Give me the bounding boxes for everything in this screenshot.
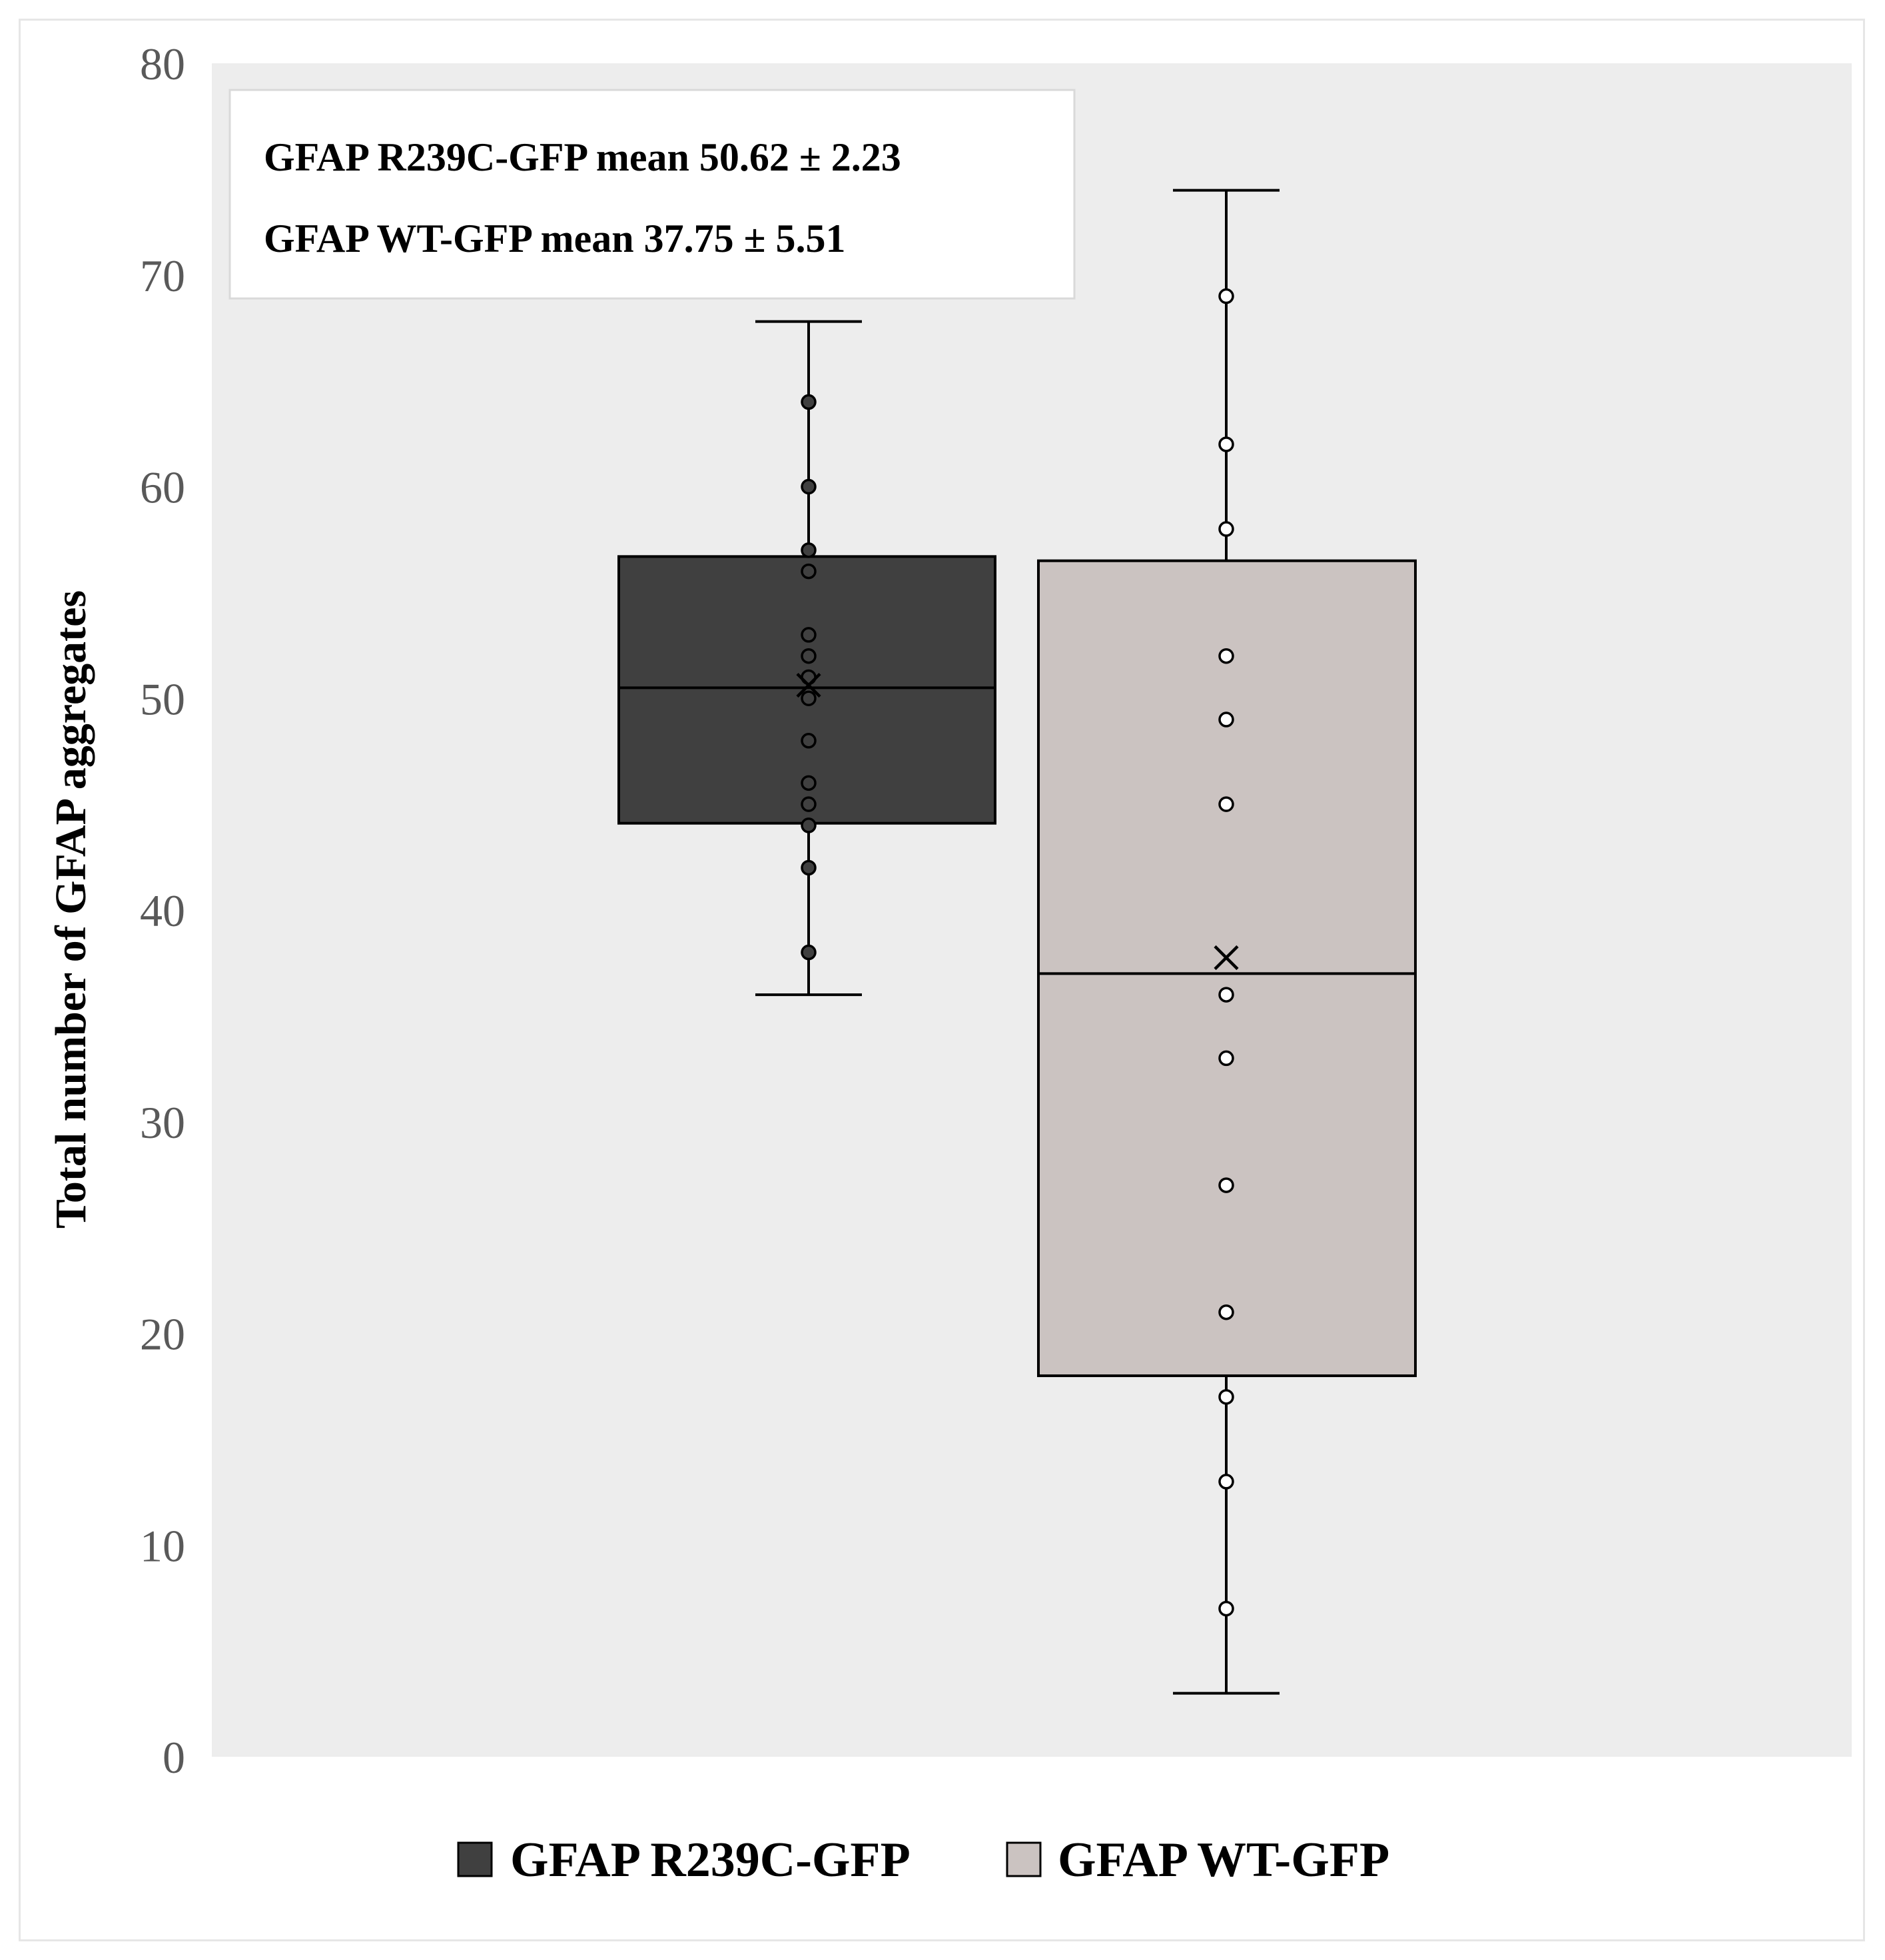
data-point-wt-9	[1218, 1304, 1234, 1320]
y-tick-label-0: 0	[163, 1732, 185, 1783]
mean-marker-wt	[1214, 945, 1239, 971]
mean-marker-stroke-b-r239c	[796, 672, 821, 698]
data-point-r239c-1	[801, 478, 817, 495]
data-point-r239c-7	[801, 690, 817, 706]
data-point-r239c-12	[801, 859, 817, 876]
plot-area	[212, 63, 1852, 1757]
stats-annotation-box	[228, 89, 1076, 300]
data-point-wt-0	[1218, 288, 1234, 304]
data-point-wt-6	[1218, 987, 1234, 1003]
data-point-r239c-11	[801, 817, 817, 833]
box-group-wt	[1037, 189, 1417, 1695]
y-tick-label-50: 50	[140, 674, 185, 724]
data-point-wt-3	[1218, 648, 1234, 664]
y-tick-label-20: 20	[140, 1309, 185, 1360]
y-tick-label-10: 10	[140, 1520, 185, 1571]
data-point-r239c-13	[801, 944, 817, 961]
data-point-r239c-8	[801, 733, 817, 749]
data-point-r239c-9	[801, 775, 817, 791]
mean-marker-r239c	[796, 672, 821, 698]
box-wt	[1037, 559, 1417, 1378]
data-point-wt-1	[1218, 436, 1234, 452]
data-point-wt-11	[1218, 1474, 1234, 1490]
y-axis-title: Total number of GFAP aggregates	[47, 590, 95, 1228]
mean-marker-stroke-b-wt	[1214, 945, 1239, 971]
data-point-r239c-2	[801, 542, 817, 558]
y-tick-label-80: 80	[140, 39, 185, 89]
data-point-wt-2	[1218, 521, 1234, 537]
data-point-r239c-3	[801, 563, 817, 580]
y-tick-label-60: 60	[140, 462, 185, 513]
stats-annotation: GFAP R239C-GFP mean 50.62 ± 2.23 GFAP WT…	[228, 89, 1076, 300]
legend: GFAP R239C-GFP GFAP WT-GFP	[457, 1833, 1389, 1887]
data-point-wt-12	[1218, 1600, 1234, 1617]
y-tick-label-30: 30	[140, 1097, 185, 1148]
data-point-r239c-4	[801, 627, 817, 643]
legend-swatch-wt	[1006, 1841, 1042, 1877]
legend-swatch-r239c	[457, 1841, 493, 1877]
data-point-r239c-10	[801, 796, 817, 812]
stats-line-r239c: GFAP R239C-GFP mean 50.62 ± 2.23	[264, 135, 901, 179]
y-tick-label-70: 70	[140, 250, 185, 301]
legend-label-wt: GFAP WT-GFP	[1058, 1833, 1389, 1887]
data-point-wt-4	[1218, 712, 1234, 728]
stats-line-wt: GFAP WT-GFP mean 37.75 ± 5.51	[264, 217, 846, 260]
data-point-wt-7	[1218, 1050, 1234, 1067]
data-point-wt-8	[1218, 1177, 1234, 1193]
data-point-r239c-5	[801, 648, 817, 664]
legend-label-r239c: GFAP R239C-GFP	[510, 1833, 911, 1887]
data-point-wt-5	[1218, 796, 1234, 812]
box-group-r239c	[617, 320, 996, 997]
data-point-r239c-0	[801, 394, 817, 410]
y-tick-label-40: 40	[140, 885, 185, 936]
data-point-wt-10	[1218, 1389, 1234, 1405]
